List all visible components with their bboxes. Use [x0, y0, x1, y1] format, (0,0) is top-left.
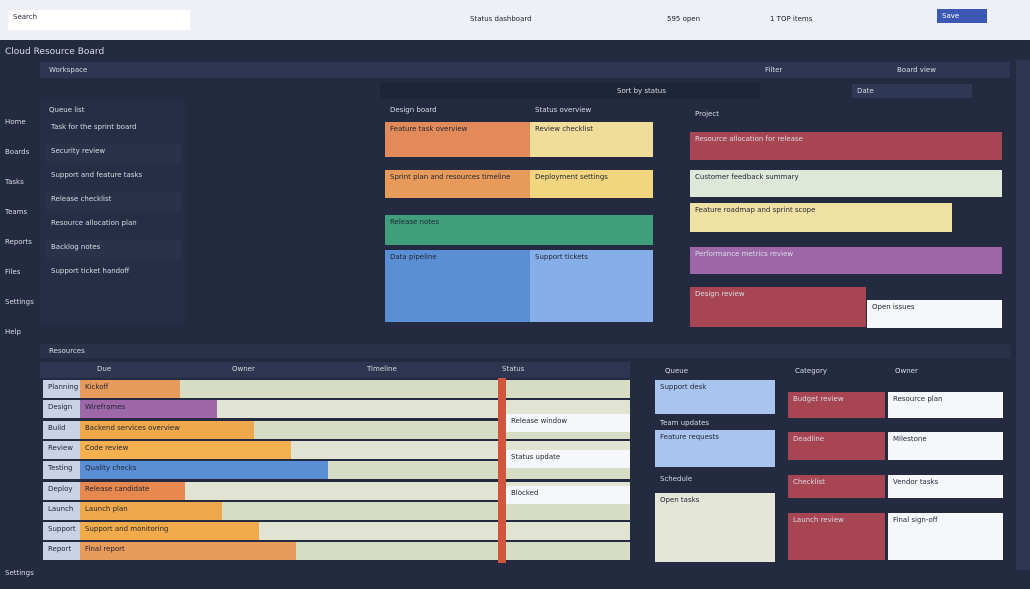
sort[interactable]: Sort by status: [617, 87, 666, 95]
items-text: 1 TOP items: [770, 15, 813, 23]
task-bar[interactable]: Backend services overview: [80, 420, 254, 439]
timeline-note: Blocked: [506, 486, 630, 504]
project-card[interactable]: Feature roadmap and sprint scope: [690, 203, 952, 232]
list-panel: [40, 100, 185, 325]
side-card[interactable]: Resource plan: [888, 392, 1003, 418]
row-label: Launch: [43, 501, 80, 520]
row-label: Design: [43, 400, 80, 419]
queue-card[interactable]: Feature requests: [655, 430, 775, 467]
timeline-column: Timeline: [367, 365, 397, 373]
side-title: Category: [795, 367, 827, 375]
view[interactable]: Board view: [897, 66, 936, 74]
task-card[interactable]: Support tickets: [530, 250, 653, 322]
list-divider: [190, 100, 380, 325]
queue-title: Queue: [665, 367, 688, 375]
subbar: [380, 83, 760, 99]
task-card[interactable]: Review checklist: [530, 122, 653, 157]
task-card[interactable]: Release notes: [385, 215, 653, 245]
sidebar-item[interactable]: Tasks: [5, 178, 24, 186]
timeline-column: Status: [502, 365, 525, 373]
sidebar-item[interactable]: Help: [5, 328, 21, 336]
board-a-column: Status overview: [535, 106, 592, 114]
filter[interactable]: Filter: [765, 66, 783, 74]
board-b-title: Project: [695, 110, 719, 118]
project-card[interactable]: Performance metrics review: [690, 247, 1002, 274]
timeline-column: Owner: [232, 365, 255, 373]
list-item[interactable]: Support and feature tasks: [51, 171, 143, 179]
project-card[interactable]: Design review: [690, 287, 866, 327]
task-bar[interactable]: Release candidate: [80, 481, 185, 500]
timeline-row: [80, 380, 630, 398]
date[interactable]: Date: [852, 84, 972, 98]
toolbar: [40, 62, 1010, 78]
list-item[interactable]: Backlog notes: [46, 240, 181, 260]
sidebar-item[interactable]: Settings: [5, 298, 34, 306]
side-card[interactable]: Final sign-off: [888, 513, 1003, 560]
count-text: 595 open: [667, 15, 701, 23]
side-card[interactable]: Launch review: [788, 513, 885, 560]
task-bar[interactable]: Final report: [80, 542, 296, 561]
task-bar[interactable]: Launch plan: [80, 501, 222, 520]
sidebar-item[interactable]: Reports: [5, 238, 32, 246]
timeline-column: Due: [97, 365, 112, 373]
side-card[interactable]: Deadline: [788, 432, 885, 460]
side-owner: Owner: [895, 367, 918, 375]
queue-label: Team updates: [660, 419, 710, 427]
side-card[interactable]: Milestone: [888, 432, 1003, 460]
row-label: Deploy: [43, 481, 80, 500]
sidebar-item[interactable]: Teams: [5, 208, 28, 216]
row-label: Testing: [43, 461, 80, 480]
queue-card[interactable]: Support desk: [655, 380, 775, 414]
row-label: Support: [43, 522, 80, 541]
row-label: Planning: [43, 380, 80, 398]
search-box[interactable]: Search: [8, 10, 190, 30]
timeline-note: Release window: [506, 414, 630, 432]
timeline-head: [40, 362, 630, 378]
task-card[interactable]: Data pipeline: [385, 250, 530, 322]
timeline-note: Status update: [506, 450, 630, 468]
project-card[interactable]: Open issues: [867, 300, 1002, 328]
side-card[interactable]: Budget review: [788, 392, 885, 418]
page-title: Cloud Resource Board: [5, 47, 105, 57]
task-bar[interactable]: Quality checks: [80, 461, 328, 480]
timeline-row: [80, 400, 630, 419]
footer[interactable]: Settings: [5, 569, 34, 577]
task-card[interactable]: Sprint plan and resources timeline: [385, 170, 530, 198]
list-title: Queue list: [49, 106, 85, 114]
status-text: Status dashboard: [470, 15, 532, 23]
row-label: Report: [43, 542, 80, 561]
row-label: Build: [43, 420, 80, 439]
timeline-row: [80, 481, 630, 500]
project-card[interactable]: Resource allocation for release: [690, 132, 1002, 160]
save-button[interactable]: Save: [937, 9, 987, 23]
right-rail: [1016, 60, 1030, 570]
side-card[interactable]: Checklist: [788, 475, 885, 498]
timeline-bar: [40, 344, 1010, 358]
list-item[interactable]: Security review: [46, 144, 181, 164]
task-card[interactable]: Feature task overview: [385, 122, 530, 157]
task-bar[interactable]: Support and monitoring: [80, 522, 259, 541]
row-label: Review: [43, 440, 80, 459]
sidebar-item[interactable]: Boards: [5, 148, 30, 156]
queue-label: Schedule: [660, 475, 693, 483]
task-bar[interactable]: Code review: [80, 440, 291, 459]
list-item[interactable]: Support ticket handoff: [51, 267, 130, 275]
timeline-title: Resources: [49, 347, 85, 355]
side-card[interactable]: Vendor tasks: [888, 475, 1003, 498]
task-card[interactable]: Deployment settings: [530, 170, 653, 198]
queue-card[interactable]: Open tasks: [655, 493, 775, 562]
workspace: Workspace: [49, 66, 88, 74]
sidebar-item[interactable]: Home: [5, 118, 26, 126]
list-item[interactable]: Release checklist: [46, 192, 181, 212]
list-item[interactable]: Resource allocation plan: [51, 219, 137, 227]
today-line: [498, 378, 506, 563]
sidebar-item[interactable]: Files: [5, 268, 21, 276]
task-bar[interactable]: Kickoff: [80, 380, 180, 398]
task-bar[interactable]: Wireframes: [80, 400, 217, 419]
project-card[interactable]: Customer feedback summary: [690, 170, 1002, 197]
list-item[interactable]: Task for the sprint board: [51, 123, 137, 131]
board-a-title: Design board: [390, 106, 437, 114]
